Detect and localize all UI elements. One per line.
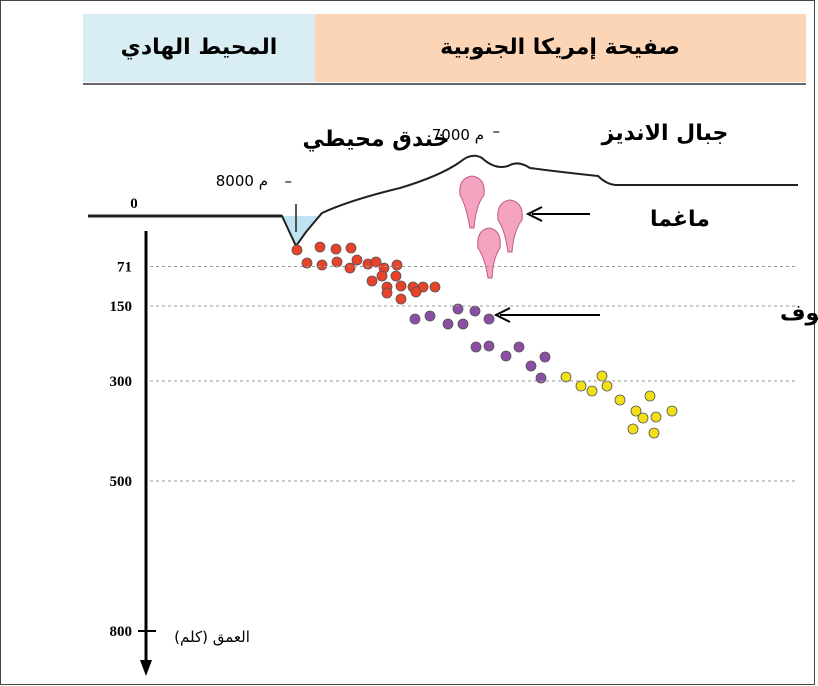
depth-tick-label: 300: [110, 374, 133, 390]
focus: [314, 241, 326, 253]
depth-tick-label: 0: [130, 196, 138, 212]
focus: [560, 371, 572, 383]
focus: [630, 405, 642, 417]
trench-label: خندق محيطي: [302, 127, 449, 152]
focus: [331, 256, 343, 268]
focus: [291, 244, 303, 256]
focus: [424, 310, 436, 322]
mountains-label: جبال الانديز: [601, 121, 729, 146]
focus: [457, 318, 469, 330]
terrain: [88, 154, 798, 248]
focus: [410, 286, 422, 298]
focus: [376, 270, 388, 282]
magma-arrow: [525, 206, 590, 222]
header-left: المحيط الهادي: [121, 35, 278, 60]
dash: –: [285, 172, 293, 190]
magma-label: ماغما: [650, 207, 710, 232]
focus: [539, 351, 551, 363]
focus: [500, 350, 512, 362]
focus: [452, 303, 464, 315]
focus: [469, 305, 481, 317]
plate-header: [315, 14, 806, 82]
focus: [442, 318, 454, 330]
focus: [586, 385, 598, 397]
dash: –: [493, 122, 501, 140]
focus: [535, 372, 547, 384]
focus: [390, 270, 402, 282]
focus: [316, 259, 328, 271]
axis-arrow: [140, 660, 152, 676]
focus: [345, 242, 357, 254]
focus: [513, 341, 525, 353]
focus: [644, 390, 656, 402]
focus: [627, 423, 639, 435]
axis-label: العمق (كلم): [174, 628, 250, 646]
focus: [391, 259, 403, 271]
ocean-header: [83, 14, 315, 82]
mountain-height: 7000 م: [432, 126, 484, 144]
focus: [409, 313, 421, 325]
depth-tick-label: 150: [110, 299, 133, 315]
focus: [429, 281, 441, 293]
focus: [614, 394, 626, 406]
benioff-arrow: [493, 307, 600, 323]
depth-tick-label: 800: [110, 624, 133, 640]
focus: [575, 380, 587, 392]
focus: [370, 256, 382, 268]
focus: [301, 257, 313, 269]
focus: [330, 243, 342, 255]
ocean: [88, 216, 320, 246]
trench-depth: 8000 م: [216, 172, 268, 190]
focus: [395, 293, 407, 305]
depth-tick-label: 500: [110, 474, 133, 490]
benioff-label: مستوى بنيوف: [780, 301, 818, 326]
header-right: صفيحة إمريكا الجنوبية: [440, 35, 680, 60]
magma-bodies: [459, 175, 523, 279]
earthquake-foci: [291, 241, 678, 439]
focus: [351, 254, 363, 266]
focus: [648, 427, 660, 439]
focus: [395, 280, 407, 292]
depth-tick-label: 71: [117, 260, 132, 276]
focus: [525, 360, 537, 372]
focus: [596, 370, 608, 382]
focus: [650, 411, 662, 423]
focus: [344, 262, 356, 274]
focus: [381, 287, 393, 299]
focus: [483, 340, 495, 352]
focus: [666, 405, 678, 417]
focus: [483, 313, 495, 325]
focus: [637, 412, 649, 424]
focus: [470, 341, 482, 353]
focus: [366, 275, 378, 287]
focus: [601, 380, 613, 392]
